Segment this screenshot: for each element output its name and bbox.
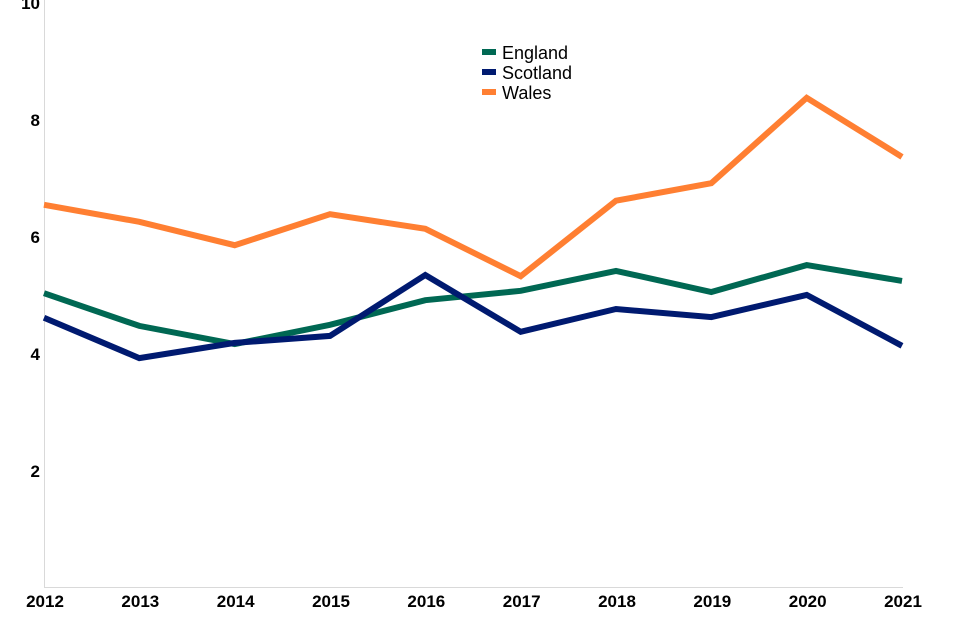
x-tick-labels: 2012 2013 2014 2015 2016 2017 2018 2019 2020 2021: [26, 592, 922, 611]
legend-label: Scotland: [502, 63, 572, 83]
y-tick-label: 8: [31, 111, 40, 130]
legend-label: England: [502, 43, 568, 63]
y-tick-label: 2: [31, 462, 40, 481]
x-tick-label: 2015: [312, 592, 350, 611]
legend-item-england: England: [482, 43, 568, 63]
y-tick-labels: 2 4 6 8 10: [21, 0, 40, 481]
x-tick-label: 2019: [693, 592, 731, 611]
legend-swatch: [482, 89, 496, 95]
x-tick-label: 2017: [503, 592, 541, 611]
series-line-england: [43, 262, 903, 348]
x-tick-label: 2020: [789, 592, 827, 611]
y-tick-label: 10: [21, 0, 40, 13]
x-tick-label: 2014: [217, 592, 255, 611]
legend-label: Wales: [502, 83, 551, 103]
x-tick-label: 2018: [598, 592, 636, 611]
legend-item-scotland: Scotland: [482, 63, 572, 83]
series-lines: [42, 94, 904, 362]
series-line-wales: [43, 94, 904, 280]
y-tick-label: 6: [31, 228, 40, 247]
y-tick-label: 4: [31, 345, 41, 364]
legend-item-wales: Wales: [482, 83, 551, 103]
x-tick-label: 2021: [884, 592, 922, 611]
series-line-scotland: [42, 271, 904, 362]
legend-swatch: [482, 69, 496, 75]
x-tick-label: 2013: [121, 592, 159, 611]
legend-swatch: [482, 49, 496, 55]
x-tick-label: 2012: [26, 592, 64, 611]
x-tick-label: 2016: [407, 592, 445, 611]
